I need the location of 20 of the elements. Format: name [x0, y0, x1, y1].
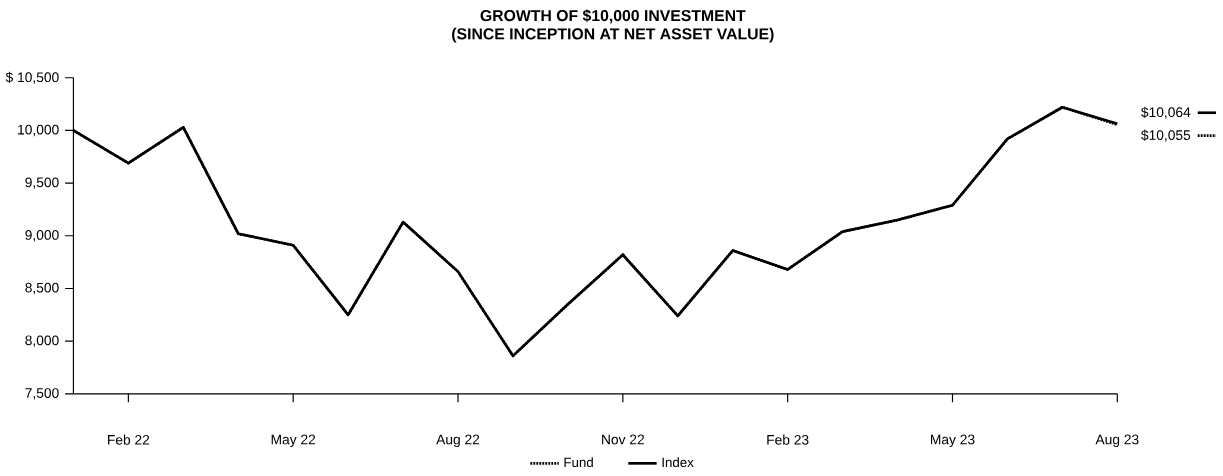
x-tick-label: Aug 22: [436, 434, 480, 448]
legend-label: Index: [662, 457, 694, 468]
annotation: $10,055: [1141, 129, 1191, 142]
y-tick-label: 9,000: [25, 230, 59, 242]
y-tick-label: 10,000: [18, 124, 59, 137]
y-tick-label: 9,500: [25, 177, 59, 189]
x-tick-label: Feb 22: [108, 434, 150, 445]
y-tick-label: $ 10,500: [5, 71, 59, 84]
y-tick-label: 8,000: [25, 335, 59, 347]
x-tick-label: Aug 23: [1095, 434, 1139, 448]
x-tick-label: Feb 23: [767, 434, 809, 445]
x-tick-label: May 23: [931, 434, 975, 448]
x-tick-label: Nov 22: [602, 434, 644, 445]
chart-title: GROWTH OF $10,000 INVESTMENT: [480, 9, 746, 24]
y-tick-label: 8,500: [25, 282, 59, 295]
x-tick-label: May 22: [271, 434, 316, 448]
annotation: $10,064: [1141, 106, 1191, 119]
y-tick-label: 7,500: [25, 388, 59, 400]
chart-subtitle: (SINCE INCEPTION AT NET ASSET VALUE): [452, 27, 774, 43]
legend-label: Fund: [564, 457, 593, 468]
